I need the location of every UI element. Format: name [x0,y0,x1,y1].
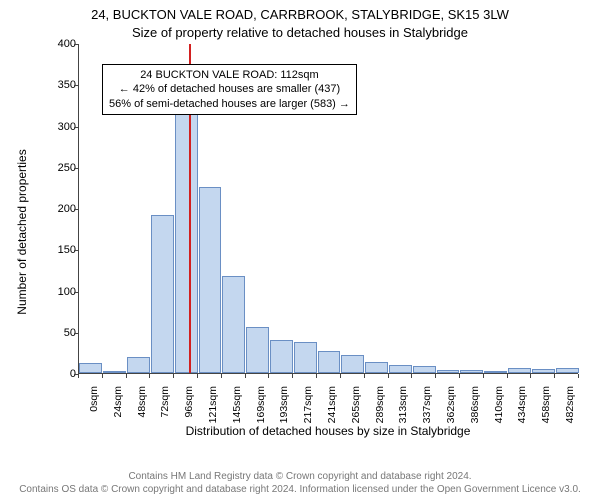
x-tick-label: 289sqm [374,386,386,423]
y-tick-label: 400 [36,38,76,50]
x-tick-label: 265sqm [350,386,362,423]
x-tick-mark [126,374,127,378]
histogram-bar [103,371,126,373]
histogram-bar [127,357,150,374]
histogram-bar [532,369,555,373]
y-tick-mark [74,168,78,169]
chart-container: Number of detached properties 24 BUCKTON… [36,44,584,420]
y-tick-label: 250 [36,162,76,174]
x-tick-label: 482sqm [564,386,576,423]
footer-line1: Contains HM Land Registry data © Crown c… [0,471,600,484]
histogram-bar [175,111,198,373]
y-tick-mark [74,333,78,334]
x-tick-mark [530,374,531,378]
footer-line2: Contains OS data © Crown copyright and d… [0,484,600,497]
y-tick-label: 350 [36,79,76,91]
annotation-line1: 24 BUCKTON VALE ROAD: 112sqm [109,68,350,82]
histogram-bar [246,327,269,373]
x-tick-mark [292,374,293,378]
x-tick-mark [268,374,269,378]
annotation-line2: ← 42% of detached houses are smaller (43… [109,82,350,96]
x-axis-label: Distribution of detached houses by size … [78,424,578,438]
x-tick-label: 313sqm [397,386,409,423]
x-tick-label: 96sqm [183,386,195,418]
x-tick-label: 386sqm [469,386,481,423]
x-tick-label: 72sqm [159,386,171,418]
chart-title-line1: 24, BUCKTON VALE ROAD, CARRBROOK, STALYB… [0,6,600,24]
x-tick-label: 458sqm [540,386,552,423]
x-tick-label: 434sqm [516,386,528,423]
x-tick-label: 410sqm [493,386,505,423]
x-tick-mark [149,374,150,378]
x-tick-mark [388,374,389,378]
x-tick-label: 0sqm [88,386,100,412]
x-tick-label: 193sqm [278,386,290,423]
y-tick-label: 200 [36,203,76,215]
histogram-bar [556,368,579,373]
x-tick-label: 145sqm [231,386,243,423]
x-tick-mark [102,374,103,378]
x-tick-mark [459,374,460,378]
x-tick-mark [245,374,246,378]
y-tick-mark [74,127,78,128]
y-tick-mark [74,44,78,45]
histogram-bar [318,351,341,373]
y-tick-mark [74,250,78,251]
chart-title-line2: Size of property relative to detached ho… [0,24,600,42]
histogram-bar [294,342,317,373]
y-axis-label: Number of detached properties [15,149,29,314]
x-tick-mark [316,374,317,378]
x-tick-mark [435,374,436,378]
y-tick-mark [74,292,78,293]
histogram-bar [484,371,507,373]
x-tick-mark [173,374,174,378]
chart-footer: Contains HM Land Registry data © Crown c… [0,471,600,496]
y-tick-label: 0 [36,368,76,380]
x-tick-mark [197,374,198,378]
annotation-line3: 56% of semi-detached houses are larger (… [109,97,350,111]
y-tick-mark [74,85,78,86]
y-tick-label: 150 [36,244,76,256]
x-tick-mark [507,374,508,378]
x-tick-mark [578,374,579,378]
histogram-bar [222,276,245,373]
annotation-box: 24 BUCKTON VALE ROAD: 112sqm← 42% of det… [102,64,357,115]
x-tick-label: 169sqm [255,386,267,423]
x-tick-label: 241sqm [326,386,338,423]
histogram-bar [199,187,222,373]
x-tick-mark [78,374,79,378]
histogram-bar [270,340,293,373]
histogram-bar [79,363,102,373]
x-tick-mark [221,374,222,378]
x-tick-label: 362sqm [445,386,457,423]
histogram-bar [365,362,388,373]
x-tick-mark [340,374,341,378]
histogram-bar [460,370,483,373]
x-tick-label: 217sqm [302,386,314,423]
x-tick-mark [483,374,484,378]
histogram-bar [389,365,412,373]
y-tick-label: 100 [36,286,76,298]
histogram-bar [341,355,364,373]
x-tick-mark [364,374,365,378]
x-tick-label: 337sqm [421,386,433,423]
x-tick-label: 121sqm [207,386,219,423]
y-tick-mark [74,209,78,210]
x-tick-mark [411,374,412,378]
histogram-bar [437,370,460,373]
y-tick-label: 300 [36,121,76,133]
histogram-bar [151,215,174,373]
x-tick-label: 24sqm [112,386,124,418]
histogram-bar [413,366,436,373]
x-tick-label: 48sqm [136,386,148,418]
y-tick-label: 50 [36,327,76,339]
plot-area: 24 BUCKTON VALE ROAD: 112sqm← 42% of det… [78,44,578,374]
x-tick-mark [554,374,555,378]
chart-title-block: 24, BUCKTON VALE ROAD, CARRBROOK, STALYB… [0,0,600,41]
histogram-bar [508,368,531,373]
